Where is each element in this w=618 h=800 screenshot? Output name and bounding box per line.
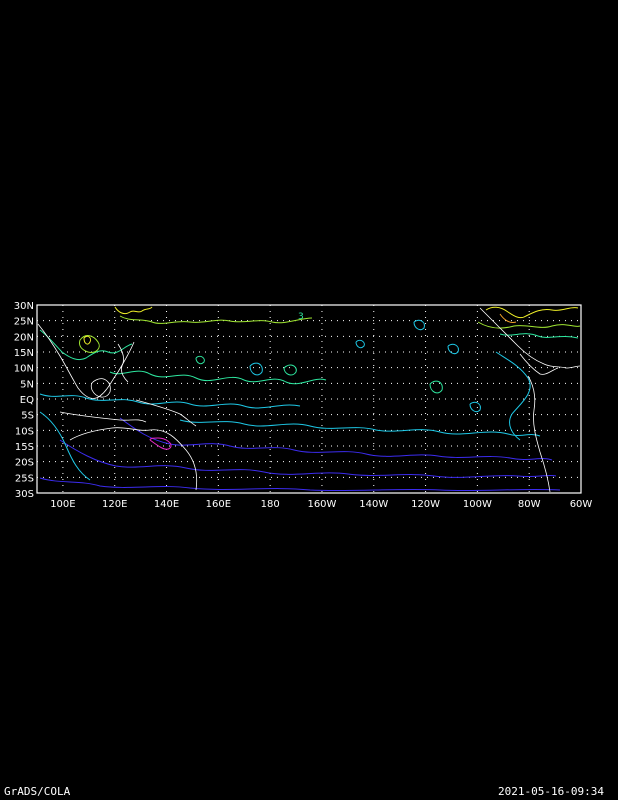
contour-west-cyan <box>39 411 91 481</box>
contour-blob-1 <box>413 319 425 331</box>
lon-tick-label: 100E <box>50 499 75 510</box>
lon-tick-labels: 100E 120E 140E 160E 180 160W 140W 120W 100W 80W 60… <box>50 499 592 510</box>
contour-south-blue-2 <box>59 439 557 478</box>
contour-east-cyan <box>495 351 531 441</box>
contour-blob-3 <box>447 343 459 355</box>
lat-tick-label: 30S <box>15 489 34 500</box>
coast-australia <box>69 427 198 491</box>
lon-tick-label: 60W <box>570 499 593 510</box>
lat-tick-label: 15N <box>14 348 34 359</box>
coast-borneo <box>90 378 111 398</box>
lon-tick-label: 120E <box>102 499 127 510</box>
coast-newguinea <box>135 399 197 427</box>
contour-lines <box>39 306 581 492</box>
lon-tick-label: 140W <box>359 499 388 510</box>
lat-tick-label: 10N <box>14 364 34 375</box>
contour-label: 3 <box>298 312 304 322</box>
contour-south-cyan <box>179 419 541 437</box>
contour-nw-yellow <box>79 335 100 353</box>
lat-tick-label: 20S <box>15 458 34 469</box>
lat-tick-label: EQ <box>20 395 34 406</box>
lat-tick-label: 15S <box>15 442 34 453</box>
lat-tick-label: 20N <box>14 332 34 343</box>
lon-tick-label: 140E <box>154 499 179 510</box>
coast-americas <box>479 307 581 369</box>
coast-south-america <box>527 375 551 493</box>
contour-south-blue-3 <box>39 477 561 492</box>
lat-tick-label: 10S <box>15 426 34 437</box>
contour-north-yellow <box>114 306 153 315</box>
coast-indonesia <box>59 411 147 423</box>
gridlines <box>37 305 581 493</box>
contour-blob-5 <box>249 362 263 376</box>
lat-tick-label: 30N <box>14 301 34 312</box>
contour-north-green <box>119 315 313 324</box>
coast-central-america <box>519 353 559 375</box>
contour-north-cyan-west <box>39 329 133 361</box>
contour-tropics-n <box>109 370 327 385</box>
lon-tick-label: 100W <box>463 499 492 510</box>
contour-blob-2 <box>429 380 443 394</box>
contour-ne-orange <box>499 313 517 323</box>
contour-ne-green <box>477 321 581 329</box>
contour-ne-yellow <box>485 306 579 319</box>
coast-philippines <box>117 343 129 383</box>
contour-south-magenta <box>149 437 172 450</box>
lon-tick-label: 180 <box>261 499 280 510</box>
lon-tick-label: 80W <box>518 499 541 510</box>
footer-credit: GrADS/COLA <box>4 785 71 798</box>
contour-south-blue-1 <box>119 417 553 461</box>
lat-tick-label: 5S <box>21 411 34 422</box>
lat-tick-labels: 30N 25N 20N 15N 10N 5N EQ 5S 10S 15S 20S 25S 30S <box>14 301 34 500</box>
contour-tropics-eq <box>39 393 301 409</box>
lat-tick-label: 25S <box>15 473 34 484</box>
coast-asia <box>37 323 135 399</box>
lat-tick-label: 5N <box>20 379 34 390</box>
lon-tick-label: 160W <box>307 499 336 510</box>
lon-tick-label: 120W <box>411 499 440 510</box>
coastlines <box>37 307 581 493</box>
contour-yellow-asia <box>83 335 91 345</box>
footer-timestamp: 2021-05-16-09:34 <box>498 785 604 798</box>
lat-tick-label: 25N <box>14 317 34 328</box>
contour-blob-4 <box>355 339 365 349</box>
contour-ne-cyan <box>499 333 579 339</box>
contour-blob-6 <box>283 364 297 376</box>
map-frame <box>36 304 582 494</box>
contour-blob-8 <box>469 401 481 413</box>
lon-tick-label: 160E <box>206 499 231 510</box>
contour-blob-7 <box>195 355 205 365</box>
